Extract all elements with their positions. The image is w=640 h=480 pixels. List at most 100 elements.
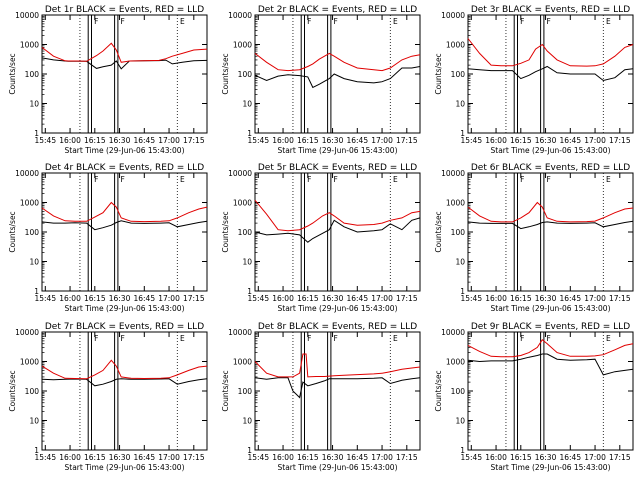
y-tick-label: 100 <box>25 387 40 396</box>
x-tick-label: 16:00 <box>485 294 507 303</box>
x-tick-label: 16:30 <box>109 294 131 303</box>
x-tick-label: 16:00 <box>272 294 294 303</box>
x-tick-label: 16:15 <box>84 294 106 303</box>
y-tick-label: 1000 <box>20 199 39 208</box>
y-tick-label: 1000 <box>20 41 39 50</box>
x-tick-label: 15:45 <box>34 136 56 145</box>
x-tick-label: 17:15 <box>183 453 205 462</box>
lld-series-line <box>254 52 421 72</box>
events-series-line <box>467 65 634 82</box>
event-marker-label: F <box>121 17 125 26</box>
y-axis-label: Counts/sec <box>434 53 443 94</box>
x-tick-label: 16:45 <box>559 294 581 303</box>
y-tick-label: 1 <box>34 446 39 455</box>
x-tick-label: 16:30 <box>109 136 131 145</box>
detector-panel-6: Det 6r BLACK = Events, RED = LLD F F E 1 10 10… <box>434 163 634 313</box>
x-tick-label: 16:30 <box>322 453 344 462</box>
event-marker-label: F <box>121 334 125 343</box>
event-marker-label: E <box>606 17 611 26</box>
event-marker-label: F <box>307 334 311 343</box>
y-tick-label: 10000 <box>228 169 252 178</box>
x-tick-label: 15:45 <box>460 136 482 145</box>
y-axis-label: Counts/sec <box>221 211 230 252</box>
y-tick-label: 100 <box>25 70 40 79</box>
x-tick-label: 17:00 <box>158 294 180 303</box>
x-tick-label: 16:45 <box>559 136 581 145</box>
detector-panel-8: Det 8r BLACK = Events, RED = LLD F F E 1 10 10… <box>221 322 421 472</box>
x-tick-label: 16:15 <box>297 453 319 462</box>
y-tick-label: 10000 <box>228 11 252 20</box>
y-tick-label: 10000 <box>15 169 39 178</box>
event-marker-label: E <box>606 175 611 184</box>
event-marker-label: F <box>334 334 338 343</box>
y-tick-label: 1000 <box>446 199 465 208</box>
y-tick-label: 10 <box>242 417 252 426</box>
lld-series-line <box>467 201 634 223</box>
x-tick-label: 16:15 <box>297 294 319 303</box>
events-series-line <box>41 220 208 231</box>
detector-panel-2: Det 2r BLACK = Events, RED = LLD F F E 1 10 10… <box>221 5 421 155</box>
panel-title: Det 7r BLACK = Events, RED = LLD <box>45 322 204 332</box>
y-tick-label: 10 <box>29 258 39 267</box>
x-tick-label: 17:15 <box>183 136 205 145</box>
panel-title: Det 9r BLACK = Events, RED = LLD <box>471 322 630 332</box>
y-tick-label: 1 <box>460 287 465 296</box>
x-tick-label: 16:00 <box>485 136 507 145</box>
x-tick-label: 16:45 <box>346 294 368 303</box>
y-tick-label: 10000 <box>15 11 39 20</box>
event-marker-label: E <box>393 334 398 343</box>
x-tick-label: 17:00 <box>584 294 606 303</box>
x-tick-label: 15:45 <box>34 294 56 303</box>
lld-series-line <box>467 338 634 358</box>
x-tick-label: 15:45 <box>247 136 269 145</box>
event-marker-label: F <box>520 334 524 343</box>
panel-title: Det 8r BLACK = Events, RED = LLD <box>258 322 417 332</box>
x-tick-label: 17:00 <box>584 136 606 145</box>
y-tick-label: 10 <box>29 100 39 109</box>
x-tick-label: 15:45 <box>247 294 269 303</box>
y-tick-label: 10000 <box>441 11 465 20</box>
y-tick-label: 1 <box>247 287 252 296</box>
event-marker-label: F <box>307 175 311 184</box>
y-tick-label: 1 <box>460 129 465 138</box>
event-marker-label: F <box>547 17 551 26</box>
events-series-line <box>41 378 208 387</box>
y-tick-label: 100 <box>451 70 466 79</box>
y-tick-label: 100 <box>238 228 253 237</box>
event-marker-label: E <box>180 175 185 184</box>
x-tick-label: 16:30 <box>535 136 557 145</box>
events-series-line <box>254 66 421 89</box>
x-tick-label: 16:45 <box>559 453 581 462</box>
x-axis-label: Start Time (29-Jun-06 15:43:00) <box>491 146 611 155</box>
x-tick-label: 17:00 <box>371 136 393 145</box>
x-axis-label: Start Time (29-Jun-06 15:43:00) <box>491 463 611 472</box>
x-tick-label: 17:15 <box>609 136 631 145</box>
detector-panel-1: Det 1r BLACK = Events, RED = LLD F F E 1 10 10… <box>8 5 208 155</box>
x-axis-label: Start Time (29-Jun-06 15:43:00) <box>65 146 185 155</box>
event-marker-label: F <box>547 334 551 343</box>
y-tick-label: 1000 <box>20 358 39 367</box>
x-tick-label: 16:30 <box>535 453 557 462</box>
y-tick-label: 10000 <box>441 169 465 178</box>
y-tick-label: 10 <box>242 258 252 267</box>
event-marker-label: F <box>94 175 98 184</box>
x-tick-label: 16:30 <box>109 453 131 462</box>
y-tick-label: 1000 <box>233 41 252 50</box>
events-series-line <box>467 353 634 376</box>
y-tick-label: 100 <box>238 70 253 79</box>
y-tick-label: 100 <box>25 228 40 237</box>
panel-title: Det 2r BLACK = Events, RED = LLD <box>258 5 417 15</box>
x-tick-label: 16:00 <box>272 453 294 462</box>
detector-panel-4: Det 4r BLACK = Events, RED = LLD F F E 1 10 10… <box>8 163 208 313</box>
event-marker-label: E <box>606 334 611 343</box>
panel-title: Det 6r BLACK = Events, RED = LLD <box>471 163 630 173</box>
y-axis-label: Counts/sec <box>221 53 230 94</box>
x-tick-label: 17:00 <box>371 453 393 462</box>
y-axis-label: Counts/sec <box>8 53 17 94</box>
x-axis-label: Start Time (29-Jun-06 15:43:00) <box>278 146 398 155</box>
y-tick-label: 1000 <box>446 41 465 50</box>
y-tick-label: 10 <box>455 258 465 267</box>
x-tick-label: 16:00 <box>272 136 294 145</box>
y-tick-label: 10000 <box>228 328 252 337</box>
